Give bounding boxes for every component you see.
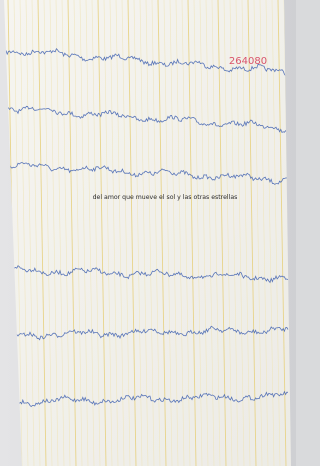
photo: 264080 del amor que mueve el sol y las o…: [0, 0, 296, 466]
caption: del amor que mueve el sol y las otras es…: [93, 194, 238, 201]
page: {"caption": "del amor que mueve el sol y…: [0, 0, 296, 466]
stamp: 264080: [229, 56, 267, 67]
